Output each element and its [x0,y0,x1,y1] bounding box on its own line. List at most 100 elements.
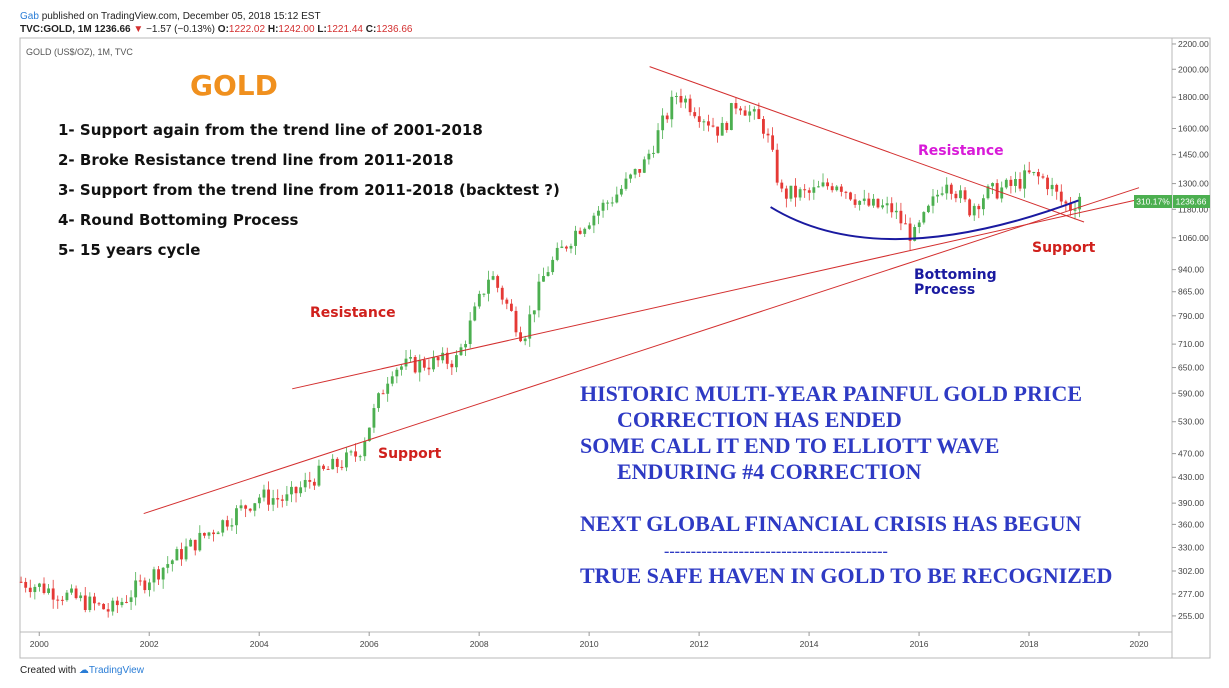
candle-body [413,357,417,373]
candle-body [1027,170,1031,173]
candle-body [940,193,944,195]
candle-body [317,465,321,486]
candle-body [496,276,500,288]
tradingview-brand[interactable]: TradingView [88,665,144,676]
candle-body [180,549,183,560]
y-tick-label: 360.00 [1178,519,1204,529]
candle-body [1050,184,1054,190]
candle-body [193,539,197,551]
pct-badge-bg [1134,195,1172,208]
candle-body [349,451,353,453]
x-tick-label: 2018 [1020,639,1039,649]
candle-body [299,487,303,494]
candle-body [1055,184,1059,192]
candle-body [1032,172,1036,174]
x-tick-label: 2010 [580,639,599,649]
candle-body [762,119,765,134]
candle-body [789,185,793,199]
process-label: Process [914,282,975,298]
candle-body [624,178,628,189]
candle-body [601,202,605,211]
candle-body [638,169,642,173]
candle-body [885,203,889,206]
candle-body [19,581,23,583]
candle-body [441,352,445,361]
y-tick-label: 277.00 [1178,589,1204,599]
candle-body [74,588,78,599]
candle-body [390,376,394,384]
candle-body [871,198,875,206]
candle-body [743,110,747,116]
candle-body [400,366,403,370]
bottoming-arc [770,199,1079,241]
candle-body [817,186,820,188]
price-axis[interactable]: 2200.00 2000.00 1800.00 1600.00 1450.00 1300.… [1172,39,1209,621]
open-value: 1222.02 [228,24,266,35]
candle-body [464,344,468,348]
low-value: 1221.44 [326,24,363,35]
candle-body [170,560,174,565]
candle-body [500,287,504,300]
candle-body [47,588,51,593]
candle-body [881,205,884,208]
x-tick-label: 2008 [470,639,489,649]
candle-body [207,532,211,536]
candle-body [239,505,243,509]
candle-body [592,215,596,226]
candle-body [633,169,637,175]
candles-layer [19,88,1082,618]
candle-body [798,189,802,198]
candle-body [665,115,669,120]
candle-body [894,210,898,213]
y-tick-label: 470.00 [1178,449,1204,459]
candle-body [610,202,614,204]
price-badge-bg [1173,195,1210,208]
candle-body [33,586,37,593]
trendline-resistance-2011-2018 [649,66,1085,223]
candle-body [862,198,866,201]
candle-body [445,352,449,364]
candle-body [519,332,522,342]
y-tick-label: 1180.00 [1178,204,1208,214]
candle-body [812,187,816,193]
trendlines-layer [143,66,1140,515]
candle-body [555,247,559,260]
candle-body [702,121,706,123]
candle-body [679,96,683,103]
candle-body [83,595,87,610]
down-arrow-icon: ▼ [133,24,144,35]
high-label: H: [267,24,279,35]
candle-body [977,205,981,210]
candle-body [280,499,284,501]
candle-body [551,259,555,273]
candle-body [88,596,92,610]
price-change: −1.57 (−0.13%) [146,24,216,35]
candle-body [92,596,96,604]
candle-body [597,210,600,216]
tradingview-logo-icon[interactable]: ☁ [78,665,89,676]
candle-body [615,194,619,203]
author-name[interactable]: Gab [20,11,39,22]
candle-body [473,306,477,321]
candle-body [322,465,325,469]
candle-body [38,583,41,587]
candle-body [647,153,651,160]
candle-body [794,185,797,198]
candle-body [395,369,399,377]
time-axis[interactable]: 2000 2002 2004 2006 2008 2010 2012 2014 2016 2018… [30,632,1149,649]
candle-body [606,202,610,204]
candle-body [913,226,917,241]
y-tick-label: 650.00 [1178,363,1204,373]
candle-body [670,96,674,120]
candle-body [262,489,266,498]
candle-body [115,600,119,606]
candle-body [917,222,921,227]
candle-body [674,96,678,98]
annotation-item: 5- 15 years cycle [58,241,200,259]
y-tick-label: 330.00 [1178,542,1204,552]
candle-body [1046,177,1049,190]
candle-body [212,532,215,535]
candle-body [821,182,825,187]
candle-body [757,109,761,120]
